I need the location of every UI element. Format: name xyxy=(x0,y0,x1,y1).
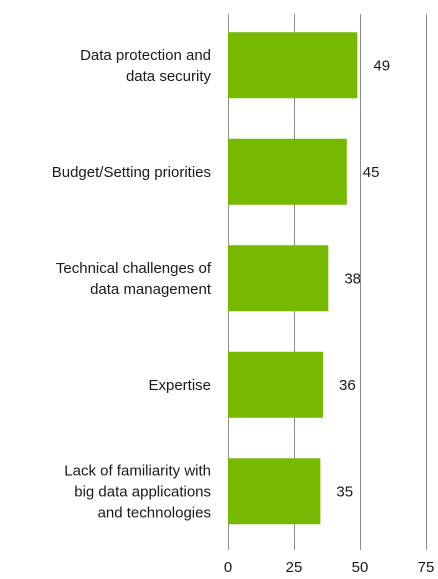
x-axis-tick-labels: 0 25 50 75 xyxy=(224,559,435,576)
category-label-line: data security xyxy=(126,68,212,85)
category-label-line: Technical challenges of xyxy=(56,260,212,277)
value-label-1: 49 xyxy=(373,57,390,74)
bar-5 xyxy=(228,458,321,525)
category-label-line: data management xyxy=(90,281,212,298)
x-tick-label-50: 50 xyxy=(352,559,369,576)
category-label-line: and technologies xyxy=(98,504,211,521)
bar-3 xyxy=(228,245,329,312)
value-label-3: 38 xyxy=(344,270,361,287)
value-label-5: 35 xyxy=(336,483,353,500)
category-label-1: Data protection and data security xyxy=(80,47,211,85)
category-label-line: big data applications xyxy=(74,483,211,500)
bar-1 xyxy=(228,32,358,99)
category-label-line: Budget/Setting priorities xyxy=(52,164,211,181)
category-label-3: Technical challenges of data management xyxy=(56,260,212,298)
x-tick-label-25: 25 xyxy=(286,559,303,576)
bars xyxy=(228,32,358,525)
category-label-2: Budget/Setting priorities xyxy=(52,164,211,181)
category-labels: Data protection and data security Budget/S… xyxy=(52,47,212,522)
x-tick-label-0: 0 xyxy=(224,559,232,576)
category-label-4: Expertise xyxy=(148,377,211,394)
value-labels: 49 45 38 36 35 xyxy=(336,57,390,500)
bar-4 xyxy=(228,351,324,418)
category-label-line: Lack of familiarity with xyxy=(64,462,211,479)
category-label-5: Lack of familiarity with big data applica… xyxy=(64,462,211,521)
bar-2 xyxy=(228,138,347,205)
value-label-2: 45 xyxy=(363,164,380,181)
category-label-line: Expertise xyxy=(148,377,211,394)
value-label-4: 36 xyxy=(339,377,356,394)
category-label-line: Data protection and xyxy=(80,47,211,64)
x-tick-label-75: 75 xyxy=(418,559,435,576)
